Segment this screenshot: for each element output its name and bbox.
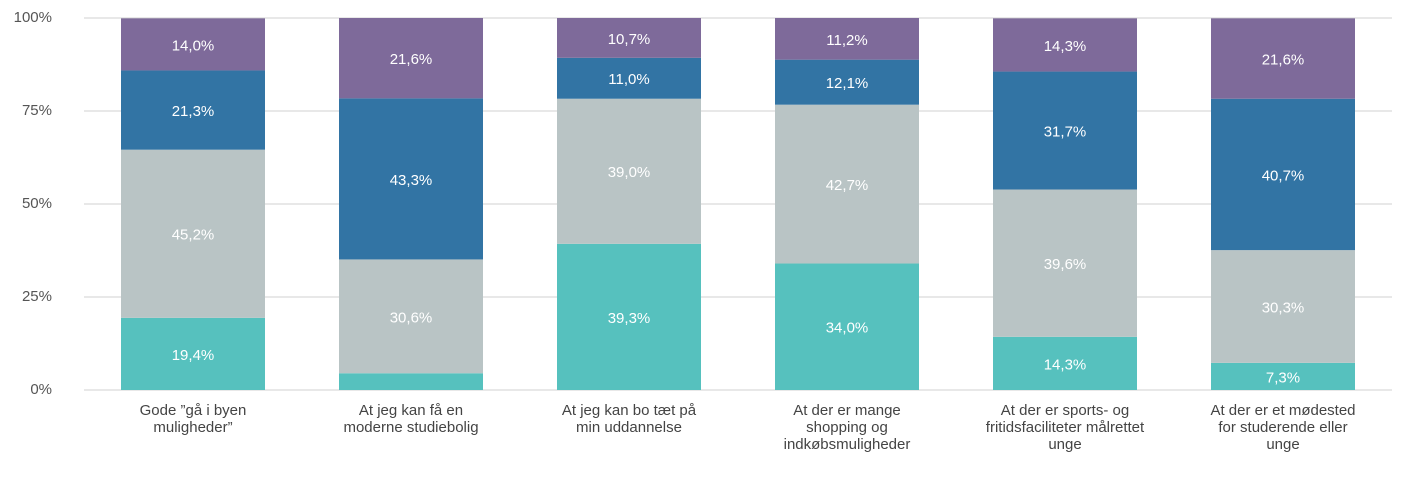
bar-segment: [993, 18, 1137, 72]
data-label: 11,2%: [826, 32, 867, 49]
data-label: 30,6%: [390, 309, 433, 326]
bar-segment: [557, 18, 701, 58]
data-label: 34,0%: [826, 320, 869, 337]
bar-segment: [1211, 250, 1355, 363]
data-label: 39,0%: [608, 164, 651, 181]
y-tick-label: 75%: [22, 102, 52, 119]
bar-segment: [1211, 18, 1355, 99]
data-label: 21,6%: [1262, 52, 1305, 69]
bar-segment: [775, 104, 919, 264]
bar-segment: [557, 243, 701, 390]
bar-segment: [1211, 98, 1355, 251]
data-label: 14,3%: [1044, 356, 1087, 373]
data-label: 43,3%: [390, 172, 433, 189]
bar-segment: [557, 98, 701, 244]
bar-segment: [993, 336, 1137, 390]
x-tick-label: At der er sports- og fritidsfaciliteter …: [985, 402, 1145, 453]
data-label: 21,3%: [172, 103, 215, 120]
bar-segment: [339, 98, 483, 260]
bar-segment: [775, 263, 919, 390]
data-label: 14,3%: [1044, 38, 1087, 55]
bar-segment: [775, 18, 919, 60]
bar-segment: [775, 59, 919, 105]
x-tick-label: At jeg kan få en moderne studiebolig: [343, 402, 479, 436]
y-tick-label: 100%: [14, 9, 52, 26]
y-tick-label: 0%: [30, 381, 52, 398]
data-label: 19,4%: [172, 347, 215, 364]
data-label: 39,3%: [608, 310, 651, 327]
x-tick-label: At der er mange shopping og indkøbsmulig…: [783, 402, 911, 453]
bar-segment: [1211, 362, 1355, 390]
data-label: 21,6%: [390, 51, 433, 68]
data-label: 40,7%: [1262, 167, 1305, 184]
data-label: 30,3%: [1262, 299, 1305, 316]
bar-segment: [121, 18, 265, 71]
data-label: 31,7%: [1044, 123, 1087, 140]
data-label: 45,2%: [172, 227, 215, 244]
bar-segment: [121, 70, 265, 150]
bar-segment: [557, 57, 701, 99]
x-tick-label: Gode ”gå i byen muligheder”: [139, 402, 247, 436]
data-label: 10,7%: [608, 31, 651, 48]
data-label: 7,3%: [1266, 369, 1300, 386]
data-label: 11,0%: [608, 71, 649, 88]
bar-segment: [339, 18, 483, 99]
data-label: 39,6%: [1044, 256, 1087, 273]
y-tick-label: 25%: [22, 288, 52, 305]
bar-segment: [339, 373, 483, 390]
data-label: 42,7%: [826, 177, 869, 194]
bar-segment: [121, 149, 265, 318]
x-tick-label: At der er et mødested for studerende ell…: [1210, 402, 1356, 453]
data-label: 14,0%: [172, 37, 215, 54]
bar-segment: [993, 189, 1137, 337]
bar-segment: [993, 71, 1137, 190]
bar-segment: [121, 317, 265, 390]
bar-segment: [339, 259, 483, 374]
y-tick-label: 50%: [22, 195, 52, 212]
x-tick-label: At jeg kan bo tæt på min uddannelse: [561, 402, 697, 436]
data-label: 12,1%: [826, 75, 869, 92]
